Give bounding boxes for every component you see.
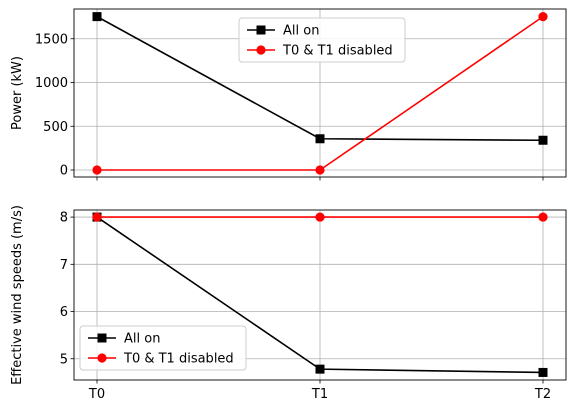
y-tick-label: 1000 [35, 76, 68, 91]
power-subplot: 0 500 1000 1500 Power (kW) All on T0 & T1 disa… [10, 8, 567, 181]
legend-marker-circle [97, 353, 107, 363]
axes-frame [73, 209, 567, 381]
x-tick-label: T2 [534, 387, 551, 402]
y-tick-label: 500 [43, 120, 68, 135]
data-point-square [538, 367, 548, 377]
wind-speed-subplot: 5 6 7 8 T0 T1 T2 Effective wind speeds (m/s) All… [10, 205, 567, 402]
legend-marker-square [256, 25, 266, 35]
data-point-circle [92, 212, 102, 222]
legend-marker-circle [256, 45, 266, 55]
data-point-circle [538, 212, 548, 222]
x-tick-label: T1 [311, 387, 328, 402]
data-point-circle [315, 212, 325, 222]
legend-label: T0 & T1 disabled [123, 352, 234, 367]
legend-label: All on [124, 332, 160, 347]
axes-frame [73, 8, 567, 178]
y-tick-label: 1500 [35, 32, 68, 47]
data-point-square [315, 134, 325, 144]
y-axis-label: Effective wind speeds (m/s) [10, 205, 25, 385]
legend-box [238, 17, 406, 63]
data-point-square [315, 364, 325, 374]
data-point-circle [92, 165, 102, 175]
y-tick-label: 8 [60, 211, 68, 226]
y-tick-label: 5 [60, 352, 68, 367]
y-tick-label: 0 [60, 164, 68, 179]
legend-label: All on [283, 24, 319, 39]
y-tick-label: 7 [60, 258, 68, 273]
data-point-square [92, 12, 102, 22]
data-point-circle [315, 165, 325, 175]
legend-box [79, 325, 247, 371]
data-point-square [538, 135, 548, 145]
data-point-circle [538, 12, 548, 22]
y-axis-label: Power (kW) [10, 56, 25, 130]
legend-label: T0 & T1 disabled [282, 44, 393, 59]
legend-marker-square [97, 333, 107, 343]
x-tick-label: T0 [88, 387, 105, 402]
y-tick-label: 6 [60, 305, 68, 320]
